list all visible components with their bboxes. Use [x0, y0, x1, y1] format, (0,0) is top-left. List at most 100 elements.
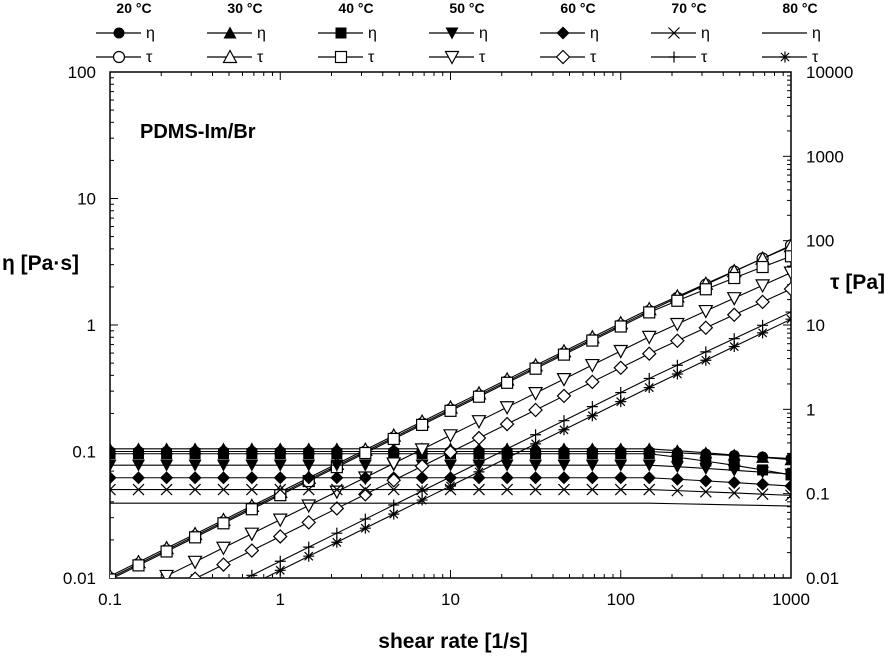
eta-point [274, 448, 286, 460]
legend-tau-symbol: τ [257, 49, 264, 66]
marker-shape [698, 320, 714, 336]
tau-point [244, 527, 260, 542]
marker-shape [471, 430, 487, 446]
marker-shape [699, 283, 712, 296]
marker-shape [190, 598, 201, 609]
marker-shape [331, 536, 343, 548]
marker-shape [216, 471, 230, 485]
eta-point [529, 471, 543, 485]
tau-point [443, 444, 458, 460]
eta-point [728, 487, 741, 499]
tau-point [755, 279, 771, 294]
eta-point [699, 446, 713, 459]
legend-entry-6: 80 °C ητ [762, 0, 821, 66]
tau-point [416, 494, 428, 506]
tau-point [359, 446, 372, 460]
y-right-tick-label: 10 [806, 316, 825, 335]
marker-shape [110, 483, 116, 496]
marker-shape [190, 607, 201, 618]
marker-shape [698, 304, 714, 319]
marker-shape [642, 471, 656, 485]
y-right-tick-label: 100 [806, 232, 834, 251]
eta-point [110, 448, 116, 460]
marker-shape [359, 446, 372, 460]
marker-shape [216, 557, 231, 572]
eta-point [643, 483, 656, 496]
eta-point [700, 455, 712, 467]
marker-shape [785, 306, 791, 318]
marker-shape [586, 448, 598, 460]
marker-shape [641, 330, 657, 345]
eta-point [160, 459, 174, 472]
eta-point [529, 483, 542, 496]
marker-shape [643, 483, 656, 496]
legend-tau-marker [779, 51, 791, 63]
tau-point [246, 569, 258, 578]
tau-point [756, 260, 769, 274]
marker-shape [215, 541, 231, 556]
tau-point [159, 569, 175, 578]
tau-point [414, 443, 430, 458]
tau-point [105, 640, 116, 651]
marker-shape [614, 459, 628, 472]
marker-shape [700, 354, 712, 366]
legend-tau-marker [444, 50, 460, 65]
tau-point [614, 320, 627, 333]
marker-shape [386, 457, 402, 472]
eta-point [302, 459, 316, 472]
marker-shape [642, 459, 656, 472]
eta-point [273, 471, 287, 485]
legend-temp-label: 20 °C [116, 0, 151, 16]
tau-point [698, 304, 714, 319]
tau-point [445, 480, 456, 492]
marker-shape [671, 294, 684, 307]
tau-point [442, 429, 459, 444]
marker-shape [668, 51, 680, 63]
legend-tau-marker [222, 49, 238, 64]
eta-point [585, 459, 599, 472]
marker-shape [330, 471, 344, 485]
tau-point [329, 501, 345, 516]
x-tick-label: 10 [441, 590, 460, 609]
marker-shape [784, 479, 791, 493]
tau-point [755, 294, 770, 310]
tau-point [785, 313, 791, 325]
marker-shape [110, 573, 117, 578]
marker-shape [303, 550, 315, 562]
marker-shape [110, 471, 117, 485]
legend-tau-marker [112, 50, 126, 64]
legend-temp-label: 60 °C [560, 0, 595, 16]
marker-shape [246, 569, 258, 578]
tau-point [415, 418, 429, 431]
eta-point [558, 483, 570, 496]
x-tick-label: 1000 [772, 590, 810, 609]
marker-shape [671, 451, 683, 463]
tau-point [556, 372, 572, 387]
y-right-tick-label: 1 [806, 400, 815, 419]
tau-point [471, 430, 487, 446]
tau-point [728, 271, 741, 285]
eta-point [670, 472, 684, 486]
legend-entry-3: 50 °C ητ [429, 0, 488, 66]
marker-shape [303, 448, 315, 460]
tau-point [274, 564, 286, 576]
marker-shape [529, 471, 543, 485]
marker-shape [187, 555, 203, 570]
legend-eta-marker [113, 27, 125, 39]
marker-shape [699, 485, 712, 498]
marker-shape [785, 489, 791, 502]
eta-point [302, 471, 316, 485]
tau-point [272, 529, 288, 544]
tau-point [132, 584, 145, 596]
eta-point [160, 471, 174, 485]
tau-point [187, 555, 203, 570]
marker-shape [188, 471, 202, 485]
eta-point [784, 453, 791, 466]
marker-shape [245, 459, 259, 472]
tau-point [386, 472, 402, 488]
tau-point [132, 600, 145, 613]
marker-shape [244, 527, 260, 542]
tau-point [728, 341, 740, 353]
eta-point [245, 471, 259, 485]
tau-point [641, 346, 657, 362]
